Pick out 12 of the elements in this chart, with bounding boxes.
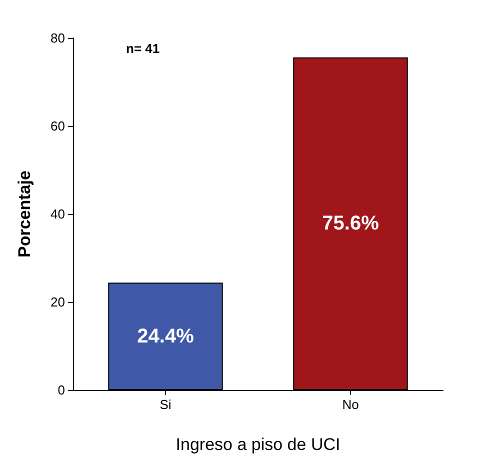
y-tick-label: 0 xyxy=(58,382,65,398)
y-tick-label: 40 xyxy=(50,206,65,222)
x-tick-label: Si xyxy=(160,397,172,412)
y-tick-label: 20 xyxy=(50,294,65,310)
data-label: 24.4% xyxy=(137,325,194,348)
data-label: 75.6% xyxy=(322,212,380,235)
x-tick-label: No xyxy=(342,397,359,412)
y-tick-label: 80 xyxy=(50,30,65,46)
x-axis-title: Ingreso a piso de UCI xyxy=(176,435,340,454)
y-tick-label: 60 xyxy=(50,118,65,134)
y-axis-title: Porcentaje xyxy=(15,170,34,258)
annotation: n= 41 xyxy=(126,41,160,56)
